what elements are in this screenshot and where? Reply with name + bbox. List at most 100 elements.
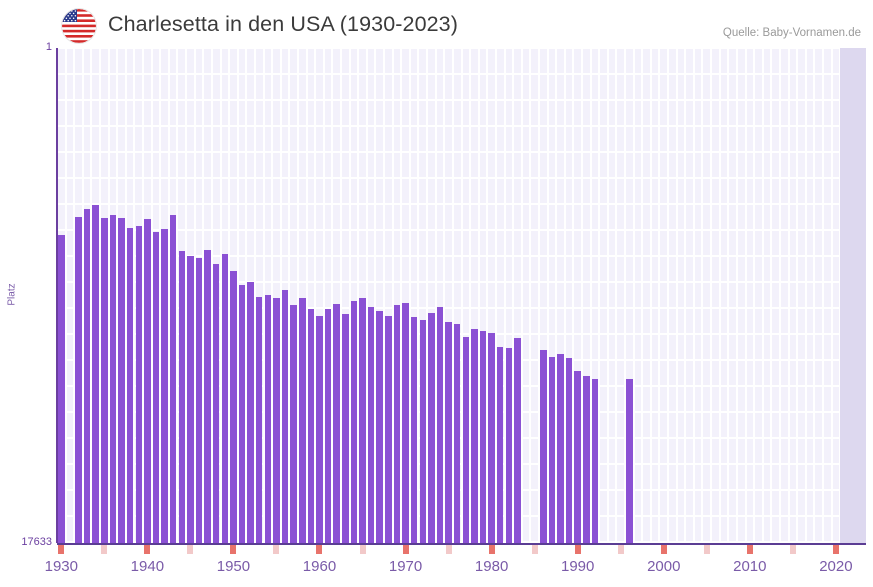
bar[interactable] (462, 336, 470, 543)
bar[interactable] (410, 317, 418, 543)
x-tick-major (660, 545, 667, 554)
gridline-horizontal (57, 463, 866, 465)
page-title: Charlesetta in den USA (1930-2023) (108, 12, 459, 36)
bar[interactable] (187, 255, 194, 543)
gridline-vertical (761, 48, 764, 543)
bar[interactable] (583, 376, 590, 543)
bar[interactable] (393, 305, 401, 543)
bar[interactable] (178, 250, 186, 543)
gridline-vertical (305, 48, 308, 543)
bar[interactable] (574, 370, 581, 543)
bar[interactable] (281, 289, 289, 543)
x-axis-ticks: 1930 1940 1950 1960 1970 1980 1990 2000 2010 2020 (45, 545, 866, 587)
bar[interactable] (479, 330, 487, 543)
bar[interactable] (204, 249, 211, 543)
gridline-vertical (340, 48, 342, 543)
bar[interactable] (540, 349, 547, 543)
bar[interactable] (342, 314, 349, 543)
gridline-horizontal (57, 489, 866, 491)
gridline-vertical (744, 48, 747, 543)
y-axis-line (56, 48, 58, 543)
bar[interactable] (273, 297, 280, 543)
bar[interactable] (565, 358, 573, 543)
bar[interactable] (238, 285, 246, 543)
bar[interactable] (453, 323, 461, 543)
bar[interactable] (144, 218, 151, 543)
bar[interactable] (402, 303, 409, 543)
bar[interactable] (152, 232, 160, 543)
gridline-vertical (150, 48, 153, 543)
gridline-vertical (529, 48, 532, 543)
bar[interactable] (385, 316, 392, 543)
x-tick-major (316, 545, 323, 554)
bar[interactable] (324, 309, 332, 543)
bar[interactable] (316, 316, 323, 543)
bar[interactable] (58, 234, 65, 543)
x-tick-label: 2010 (733, 558, 767, 575)
gridline-vertical (460, 48, 463, 543)
y-axis-bottom-label: 17633 (21, 536, 52, 548)
bar[interactable] (195, 257, 203, 543)
x-tick-major (58, 545, 65, 554)
bar[interactable] (118, 218, 125, 543)
bar[interactable] (496, 346, 504, 543)
bar[interactable] (299, 297, 306, 543)
gridline-vertical (735, 48, 738, 543)
x-tick-label: 1940 (130, 558, 165, 575)
bar[interactable] (290, 305, 297, 543)
bar[interactable] (428, 313, 435, 543)
bar[interactable] (488, 332, 495, 543)
bar[interactable] (75, 216, 82, 543)
gridline-vertical (451, 48, 454, 543)
x-tick-label: 1970 (388, 558, 423, 575)
bar[interactable] (376, 311, 383, 543)
gridline-vertical (219, 48, 222, 543)
x-tick-label: 2000 (647, 558, 681, 575)
gridline-vertical (90, 48, 93, 543)
bar[interactable] (471, 329, 478, 543)
bar[interactable] (626, 379, 633, 543)
bar[interactable] (591, 379, 599, 543)
bar[interactable] (221, 253, 229, 543)
bar[interactable] (169, 215, 177, 543)
bar[interactable] (445, 321, 452, 543)
gridline-vertical (314, 48, 317, 543)
gridline-vertical (193, 48, 196, 543)
gridline-vertical (357, 48, 360, 543)
bar[interactable] (92, 205, 99, 543)
y-axis-top-label: 1 (45, 41, 52, 53)
bar[interactable] (359, 298, 366, 543)
bar[interactable] (548, 356, 556, 543)
bar[interactable] (247, 281, 254, 543)
gridline-vertical (383, 48, 386, 543)
gridline-vertical (580, 48, 583, 543)
bar[interactable] (514, 337, 521, 543)
gridline-vertical (667, 48, 670, 543)
bar[interactable] (126, 228, 134, 543)
bar[interactable] (83, 208, 91, 543)
bar[interactable] (230, 271, 237, 543)
bar[interactable] (505, 347, 513, 543)
bar[interactable] (333, 304, 340, 543)
bar[interactable] (101, 218, 108, 543)
bar[interactable] (109, 215, 117, 543)
gridline-vertical (434, 48, 437, 543)
bar[interactable] (135, 225, 142, 543)
bar[interactable] (367, 307, 375, 543)
gridline-vertical (176, 48, 179, 543)
bar[interactable] (307, 309, 315, 543)
gridline-vertical (649, 48, 652, 543)
bar[interactable] (264, 295, 272, 543)
x-tick-minor (617, 545, 624, 554)
bar[interactable] (255, 297, 263, 543)
bar[interactable] (212, 263, 220, 543)
gridline-vertical (606, 48, 609, 543)
gridline-vertical (116, 48, 119, 543)
bar[interactable] (350, 300, 358, 543)
gridline-vertical (778, 48, 781, 543)
bar[interactable] (557, 353, 564, 543)
bar[interactable] (436, 307, 444, 543)
bar[interactable] (161, 228, 168, 543)
gridline-horizontal (57, 437, 866, 439)
bar[interactable] (419, 320, 427, 543)
